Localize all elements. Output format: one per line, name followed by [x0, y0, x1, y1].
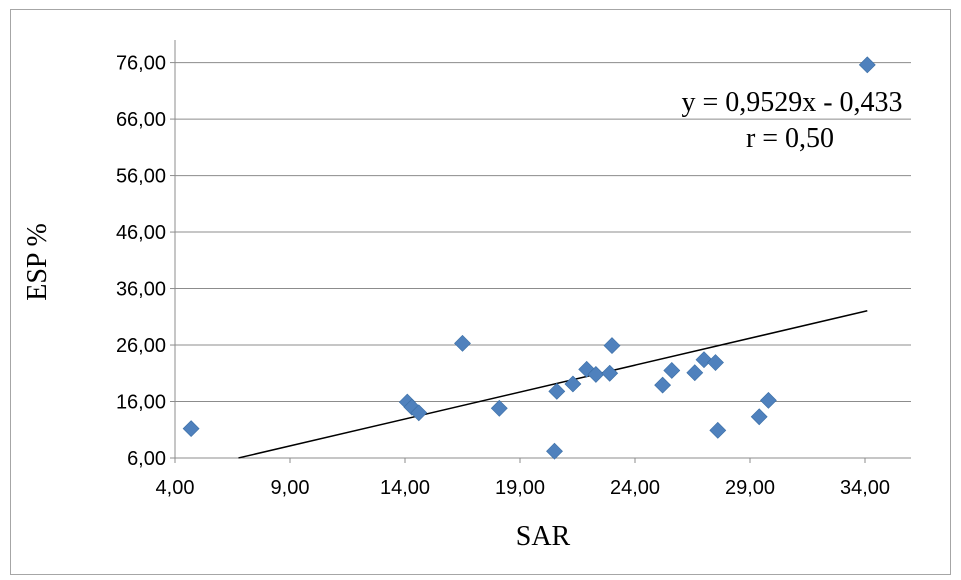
y-tick-label: 36,00 [116, 279, 166, 301]
x-tick-labels: 4,00 9,00 14,00 19,00 24,00 29,00 34,00 [156, 477, 891, 499]
data-point [695, 351, 713, 369]
x-tick-label: 14,00 [380, 477, 430, 499]
data-point [663, 362, 681, 379]
y-tick-label: 66,00 [116, 109, 166, 131]
x-tick-label: 19,00 [495, 477, 545, 499]
trendline-equation: y = 0,9529x - 0,433 [681, 87, 902, 118]
x-tick-label: 29,00 [725, 477, 775, 499]
y-tick-label: 6,00 [127, 448, 166, 470]
y-tick-label: 26,00 [116, 335, 166, 357]
y-tick-label: 46,00 [116, 222, 166, 244]
y-tick-labels: 6,00 16,00 26,00 36,00 46,00 56,00 66,00 76,00 [116, 53, 166, 470]
x-tick-label: 24,00 [610, 477, 660, 499]
trendline [238, 310, 868, 459]
y-tick-label: 76,00 [116, 53, 166, 75]
data-point [709, 421, 727, 439]
data-point [564, 375, 582, 393]
data-point [654, 376, 672, 394]
x-tick-label: 34,00 [840, 477, 890, 499]
data-point [750, 408, 768, 426]
y-tick-label: 56,00 [116, 166, 166, 188]
data-point [587, 365, 605, 383]
data-point [601, 364, 619, 382]
data-points [182, 56, 876, 460]
data-point [182, 420, 200, 438]
y-tick-label: 16,00 [116, 392, 166, 414]
x-axis-title: SAR [516, 521, 571, 552]
data-point [548, 382, 566, 400]
data-point [454, 334, 471, 352]
data-point [759, 391, 777, 409]
data-point [858, 56, 876, 74]
data-point [490, 399, 508, 417]
data-point [686, 364, 704, 382]
gridlines [175, 62, 911, 403]
x-tick-label: 9,00 [271, 477, 310, 499]
chart-frame [10, 9, 951, 575]
x-tick-label: 4,00 [156, 477, 195, 499]
data-point [603, 337, 621, 355]
y-axis-title: ESP % [22, 223, 53, 301]
trendline-group [238, 310, 868, 459]
data-point [707, 354, 724, 371]
data-point [546, 442, 563, 460]
data-point [410, 404, 428, 422]
axes [170, 40, 911, 463]
correlation-label: r = 0,50 [746, 123, 834, 154]
